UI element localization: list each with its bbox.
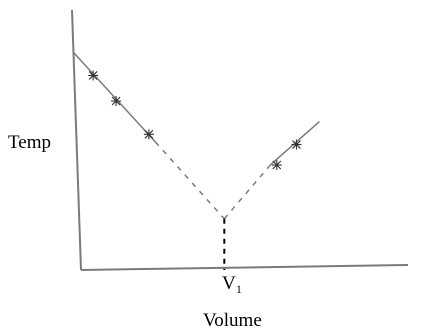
y-axis-line [71, 9, 82, 271]
series-2-point-2 [291, 139, 302, 150]
series-1-point-2 [111, 96, 122, 107]
x-tick-label-v1: V₁ [222, 273, 242, 294]
point-stroke [144, 129, 154, 139]
data-points [88, 70, 302, 171]
x-axis-label: Volume [203, 310, 262, 329]
series-1-dashed-extrapolation [154, 141, 225, 220]
data-lines [72, 51, 320, 270]
point-stroke [292, 140, 301, 149]
point-stroke [111, 96, 121, 106]
series-1-point-3 [143, 129, 154, 140]
series-1-solid-line [72, 51, 156, 143]
axes [71, 9, 409, 271]
series-1-point-1 [88, 70, 99, 81]
x-axis-line [80, 264, 409, 271]
point-stroke [272, 160, 282, 170]
series-2-point-1 [271, 160, 282, 171]
series-2-dashed-extrapolation [223, 164, 271, 220]
y-axis-label: Temp [8, 132, 51, 153]
point-stroke [88, 71, 98, 80]
